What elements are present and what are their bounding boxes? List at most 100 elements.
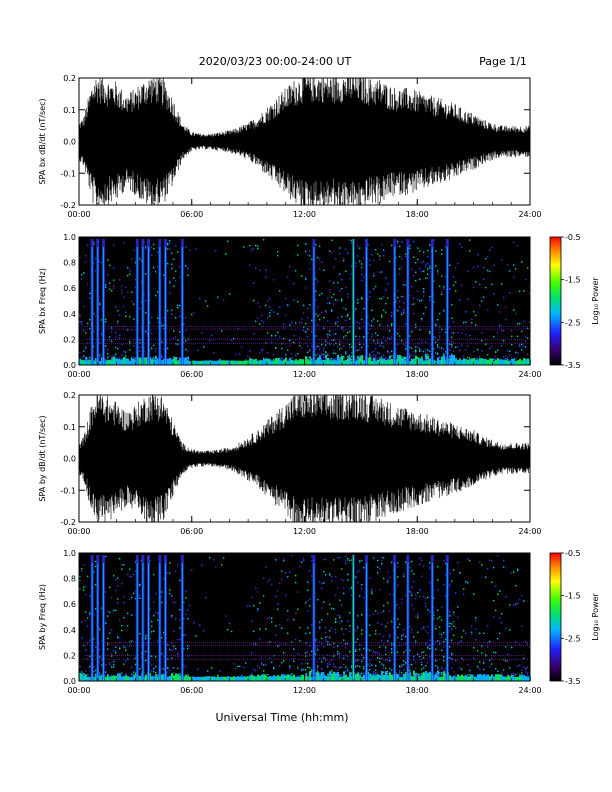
low-band [273, 360, 275, 365]
noise-dot [453, 569, 455, 571]
low-band [233, 676, 235, 681]
noise-dot [257, 608, 259, 610]
noise-dot [451, 580, 453, 582]
low-band [405, 672, 407, 681]
noise-dot [517, 569, 519, 572]
noise-dot [379, 324, 381, 326]
noise-dot [79, 665, 81, 668]
noise-dot [383, 357, 385, 360]
noise-dot [527, 674, 529, 676]
noise-dot [345, 555, 347, 558]
noise-dot [297, 254, 299, 256]
noise-dot [443, 646, 445, 648]
noise-dot [485, 576, 487, 578]
noise-dot [329, 358, 331, 361]
burst-core [102, 247, 104, 365]
noise-dot [461, 344, 463, 347]
noise-dot [377, 622, 379, 624]
noise-dot [523, 345, 525, 347]
low-band [161, 674, 163, 681]
noise-dot [369, 296, 371, 298]
noise-dot [109, 282, 111, 284]
noise-dot [135, 570, 137, 572]
noise-dot [469, 239, 471, 241]
noise-dot [375, 633, 377, 635]
noise-dot [405, 642, 407, 645]
noise-dot [435, 648, 437, 651]
noise-dot [173, 645, 175, 648]
noise-dot [169, 593, 171, 595]
noise-dot [399, 245, 401, 248]
noise-dot [383, 249, 385, 251]
noise-dot [151, 670, 153, 672]
noise-dot [251, 248, 253, 250]
burst-core [91, 247, 93, 365]
noise-dot [377, 340, 379, 342]
y-tick-label: 0.2 [63, 335, 76, 344]
noise-dot [157, 619, 159, 621]
burst-core [164, 563, 166, 681]
low-band [233, 360, 235, 365]
noise-dot [377, 671, 379, 673]
noise-dot [187, 609, 189, 612]
low-band [117, 359, 119, 365]
noise-dot [93, 243, 95, 246]
low-band [315, 359, 317, 365]
low-band [109, 359, 111, 365]
low-band [411, 676, 413, 681]
low-band [337, 672, 339, 681]
noise-dot [397, 289, 399, 292]
noise-dot [177, 652, 179, 655]
noise-dot [449, 615, 451, 617]
noise-dot [383, 295, 385, 298]
noise-dot [325, 310, 327, 312]
noise-dot [389, 660, 391, 662]
noise-dot [435, 659, 437, 662]
noise-dot [329, 302, 331, 304]
noise-dot [185, 633, 187, 636]
noise-dot [167, 248, 169, 250]
noise-dot [89, 655, 91, 657]
noise-dot [257, 591, 259, 593]
noise-dot [429, 265, 431, 267]
noise-dot [497, 593, 499, 595]
noise-dot [495, 651, 497, 654]
low-band [371, 675, 373, 681]
low-band [157, 359, 159, 365]
low-band [187, 674, 189, 681]
low-band [107, 359, 109, 365]
noise-dot [491, 283, 493, 286]
noise-dot [469, 674, 471, 677]
low-band [227, 676, 229, 681]
noise-dot [323, 601, 325, 603]
low-band [299, 358, 301, 365]
noise-dot [311, 258, 313, 261]
noise-dot [415, 597, 417, 600]
noise-dot [95, 608, 97, 610]
noise-dot [425, 602, 427, 605]
noise-dot [413, 659, 415, 661]
noise-dot [215, 249, 217, 252]
noise-dot [427, 632, 429, 634]
low-band [215, 676, 217, 681]
noise-dot [377, 559, 379, 562]
noise-dot [471, 633, 473, 636]
noise-dot [423, 651, 425, 653]
noise-dot [371, 333, 373, 335]
y-tick-label: 0.0 [63, 677, 76, 686]
noise-dot [385, 653, 387, 656]
low-band [521, 360, 523, 365]
noise-dot [263, 348, 265, 351]
noise-dot [349, 343, 351, 346]
noise-dot [391, 620, 393, 623]
noise-dot [455, 346, 457, 348]
low-band [113, 675, 115, 681]
noise-dot [335, 322, 337, 325]
noise-dot [309, 358, 311, 361]
noise-dot [79, 352, 81, 354]
low-band [477, 360, 479, 365]
noise-dot [309, 645, 311, 647]
noise-dot [425, 352, 427, 354]
noise-dot [427, 625, 429, 628]
low-band [297, 676, 299, 681]
